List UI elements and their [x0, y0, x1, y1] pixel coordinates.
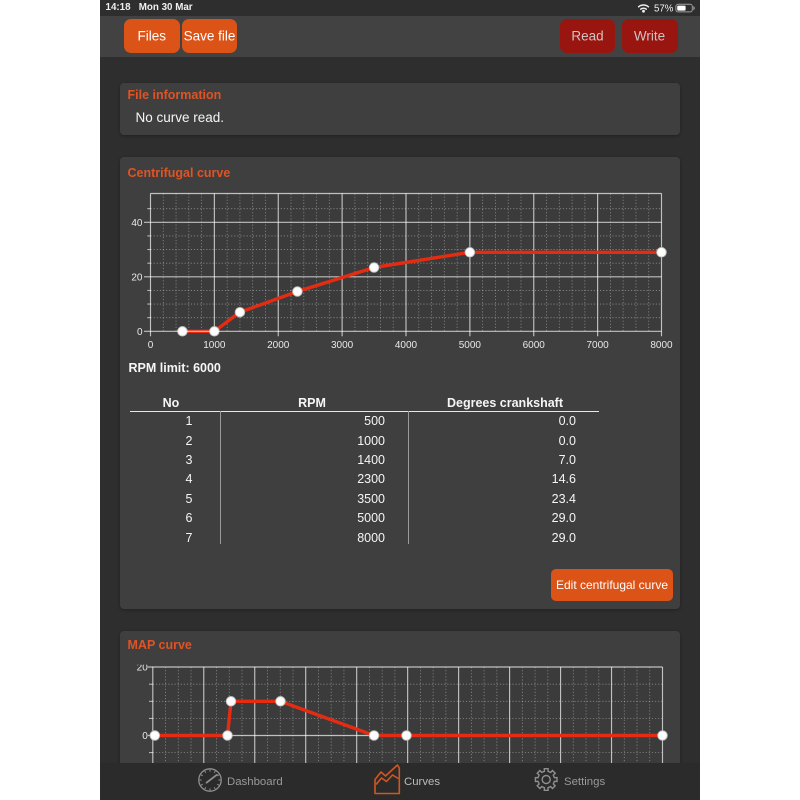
svg-text:4000: 4000: [394, 340, 417, 351]
svg-text:40: 40: [131, 218, 143, 229]
svg-text:0: 0: [147, 340, 153, 351]
svg-text:1000: 1000: [203, 340, 226, 351]
svg-text:Dashboard: Dashboard: [227, 776, 283, 788]
svg-text:57%: 57%: [654, 4, 674, 15]
svg-text:20: 20: [131, 272, 143, 283]
svg-text:Settings: Settings: [564, 776, 605, 788]
svg-text:6000: 6000: [522, 340, 545, 351]
svg-text:3000: 3000: [331, 340, 354, 351]
svg-text:2000: 2000: [267, 340, 290, 351]
svg-text:7000: 7000: [586, 340, 609, 351]
svg-text:Curves: Curves: [404, 776, 440, 788]
svg-text:0: 0: [142, 731, 148, 742]
svg-text:20: 20: [136, 662, 148, 673]
svg-text:8000: 8000: [650, 340, 673, 351]
svg-text:0: 0: [136, 327, 142, 338]
svg-text:5000: 5000: [458, 340, 481, 351]
